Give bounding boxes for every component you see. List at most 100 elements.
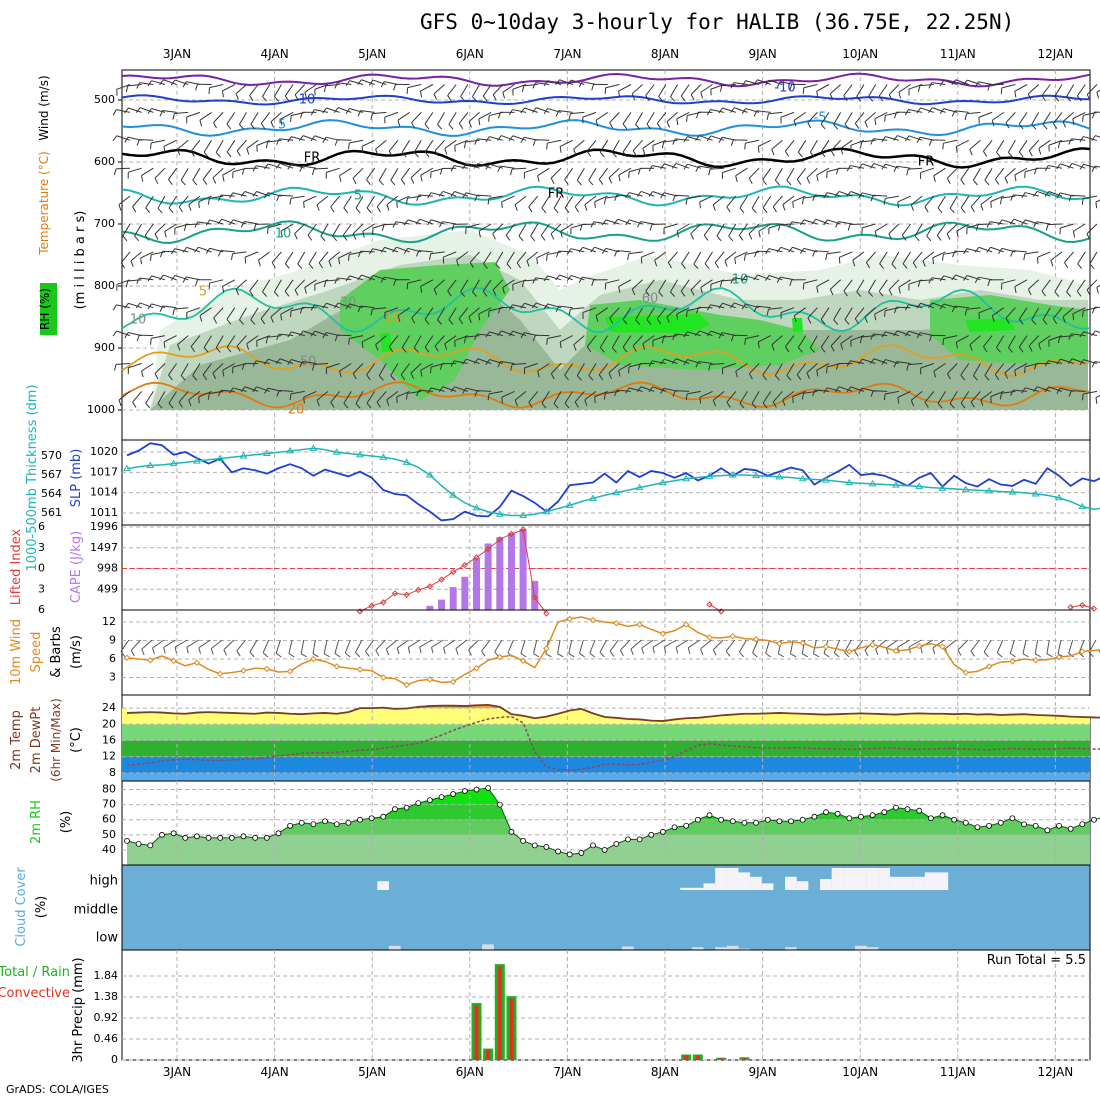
- upper-wind-barb: [584, 195, 597, 205]
- upper-wind-barb: [670, 84, 678, 97]
- upper-wind-barb: [704, 251, 713, 265]
- upper-wind-barb: [280, 223, 294, 232]
- rh-area: [414, 788, 500, 805]
- upper-wind-barb: [116, 304, 131, 309]
- surface-wind-barb: [619, 649, 624, 656]
- upper-wind-barb: [812, 194, 816, 201]
- upper-wind-barb: [803, 195, 818, 199]
- contour-label: 5: [354, 189, 362, 204]
- upper-wind-barb: [241, 168, 245, 175]
- upper-wind-barb: [547, 335, 562, 340]
- upper-wind-barb: [376, 401, 381, 408]
- rh-legend-swatch: [40, 283, 57, 335]
- upper-wind-barb: [290, 310, 292, 318]
- upper-wind-barb: [933, 167, 946, 177]
- upper-wind-barb: [390, 179, 396, 186]
- upper-wind-barb: [1028, 150, 1033, 157]
- rh-shading: [792, 318, 803, 332]
- upper-wind-barb: [203, 335, 212, 348]
- upper-wind-barb: [1062, 121, 1066, 128]
- cape-axis-label: CAPE (J/kg): [69, 531, 84, 603]
- upper-wind-barb: [878, 279, 888, 292]
- upper-wind-barb: [190, 139, 201, 152]
- upper-wind-barb: [622, 112, 632, 125]
- upper-wind-barb: [347, 254, 350, 261]
- upper-wind-barb: [916, 332, 921, 339]
- day-label-bottom: 5JAN: [358, 1065, 386, 1079]
- upper-wind-barb: [739, 391, 748, 404]
- upper-wind-barb: [180, 167, 189, 181]
- upper-wind-barb: [512, 109, 527, 113]
- upper-wind-barb: [1079, 163, 1084, 170]
- upper-wind-barb: [546, 142, 548, 150]
- upper-wind-barb: [972, 363, 981, 376]
- li-marker: [403, 591, 410, 598]
- upper-wind-barb: [969, 139, 981, 150]
- upper-wind-barb: [1027, 93, 1032, 100]
- surface-wind-barb: [630, 639, 642, 650]
- upper-wind-barb: [582, 246, 597, 253]
- upper-wind-barb: [116, 135, 131, 141]
- rh-marker: [578, 850, 585, 856]
- li-axis-label: Lifted Index: [9, 528, 24, 605]
- upper-wind-barb: [357, 110, 362, 117]
- upper-wind-barb: [666, 316, 670, 323]
- upper-wind-barb: [946, 233, 951, 240]
- upper-wind-barb: [642, 335, 655, 345]
- upper-wind-barb: [840, 335, 853, 344]
- upper-wind-barb: [1048, 360, 1063, 364]
- upper-wind-barb: [652, 165, 666, 169]
- upper-wind-barb: [924, 401, 929, 408]
- upper-wind-barb: [489, 136, 503, 141]
- upper-wind-barb: [543, 108, 549, 115]
- li-marker: [368, 602, 375, 610]
- surface-wind-barb: [663, 646, 667, 654]
- upper-wind-barb: [671, 163, 677, 169]
- upper-wind-barb: [1018, 335, 1028, 348]
- upper-wind-barb: [839, 251, 853, 258]
- surface-wind-barb: [675, 647, 679, 654]
- upper-wind-barb: [690, 279, 702, 291]
- surface-wind-barb: [1078, 652, 1085, 658]
- upper-wind-barb: [497, 112, 501, 119]
- upper-wind-barb: [492, 84, 504, 96]
- upper-wind-barb: [555, 110, 560, 117]
- upper-wind-barb: [823, 192, 828, 199]
- upper-wind-barb: [170, 275, 176, 281]
- upper-wind-barb: [663, 223, 678, 229]
- upper-wind-barb: [1010, 389, 1014, 397]
- upper-wind-barb: [878, 95, 884, 102]
- upper-wind-barb: [541, 391, 550, 404]
- thickness-marker: [985, 486, 993, 494]
- upper-wind-barb: [885, 390, 899, 395]
- upper-wind-barb: [442, 221, 457, 225]
- upper-wind-barb: [594, 195, 608, 203]
- upper-wind-barb: [1066, 84, 1075, 97]
- rh2m-unit-label: (%): [59, 811, 74, 834]
- upper-wind-barb: [919, 84, 934, 87]
- upper-wind-barb: [980, 390, 993, 401]
- upper-wind-barb: [528, 195, 539, 208]
- upper-wind-barb: [1031, 319, 1037, 325]
- upper-wind-barb: [530, 223, 539, 237]
- upper-wind-barb: [718, 137, 723, 143]
- upper-wind-barb: [458, 307, 469, 320]
- surface-wind-barb: [957, 649, 962, 656]
- upper-wind-barb: [658, 84, 667, 97]
- upper-wind-barb: [980, 399, 984, 406]
- upper-wind-barb: [190, 335, 201, 347]
- upper-wind-barb: [614, 194, 618, 202]
- upper-wind-barb: [139, 334, 154, 337]
- low-cloud-block: [715, 947, 727, 950]
- upper-wind-barb: [410, 167, 422, 179]
- upper-wind-barb: [730, 139, 734, 146]
- upper-wind-barb: [360, 250, 375, 253]
- thickness-line: [126, 447, 1100, 517]
- upper-wind-barb: [666, 121, 670, 128]
- surface-wind-barb: [765, 652, 772, 658]
- upper-wind-barb: [1004, 363, 1016, 374]
- upper-wind-barb: [217, 250, 222, 257]
- upper-wind-barb: [1032, 191, 1038, 197]
- surface-wind-barb: [385, 648, 390, 656]
- surface-wind-barb: [419, 646, 422, 654]
